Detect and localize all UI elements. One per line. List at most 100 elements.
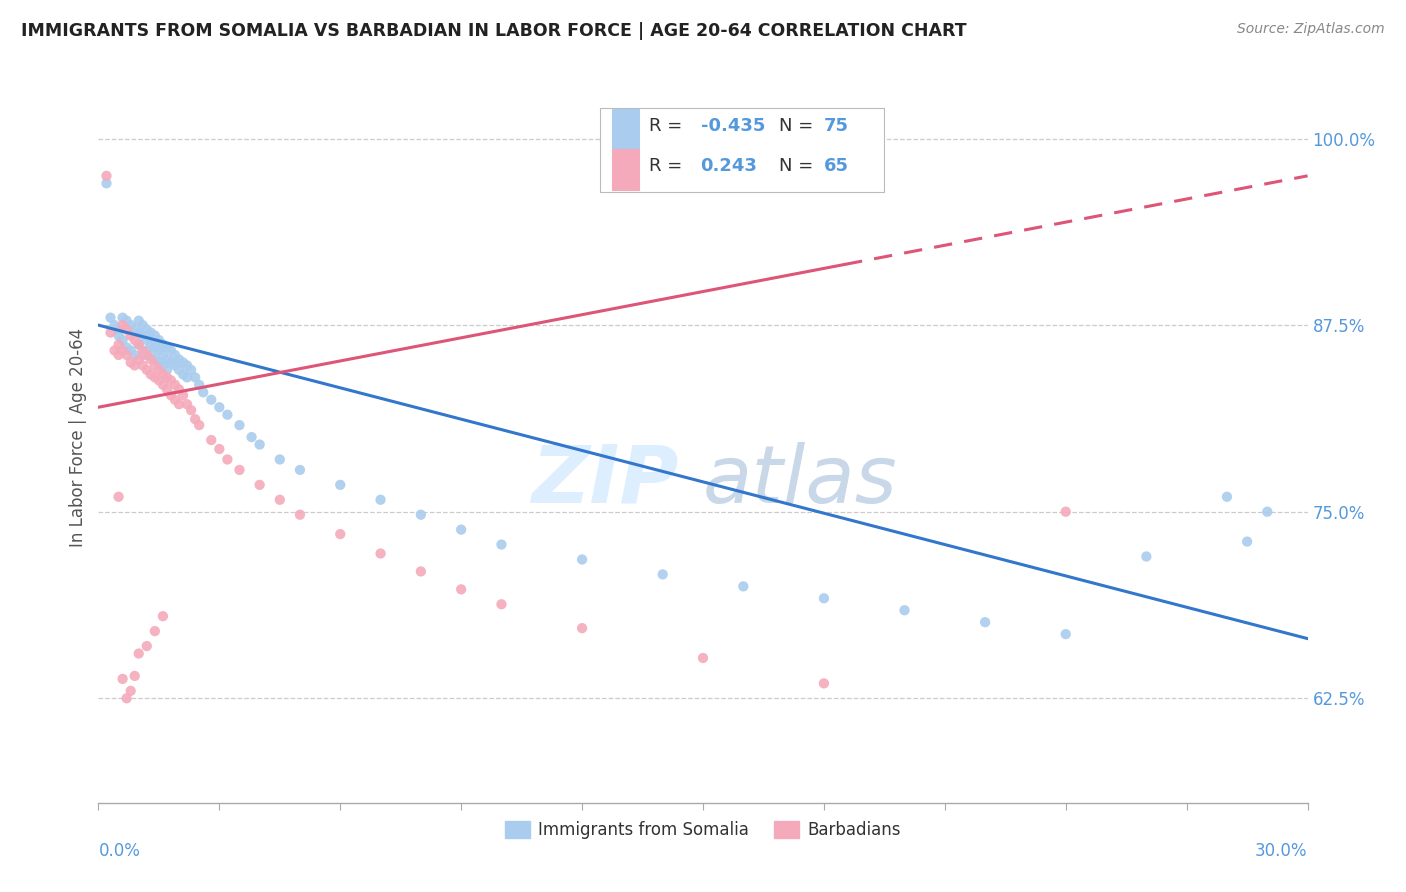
- Point: [288, 463, 311, 477]
- Point: [1216, 490, 1239, 504]
- Point: [107, 348, 129, 362]
- Point: [128, 337, 150, 351]
- Point: [103, 318, 125, 332]
- Point: [156, 352, 179, 367]
- Point: [124, 359, 146, 373]
- Point: [135, 363, 157, 377]
- Text: 65: 65: [824, 157, 849, 175]
- Point: [167, 363, 190, 377]
- Point: [120, 355, 142, 369]
- Point: [651, 567, 673, 582]
- Point: [96, 169, 118, 183]
- Point: [160, 343, 183, 358]
- Point: [111, 310, 134, 325]
- Point: [132, 328, 155, 343]
- Legend: Immigrants from Somalia, Barbadians: Immigrants from Somalia, Barbadians: [498, 814, 908, 846]
- Point: [228, 418, 250, 433]
- Point: [115, 341, 138, 355]
- Point: [143, 341, 166, 355]
- Text: -0.435: -0.435: [700, 117, 765, 135]
- Point: [156, 341, 179, 355]
- Point: [124, 348, 146, 362]
- Text: 0.243: 0.243: [700, 157, 758, 175]
- Point: [120, 683, 142, 698]
- Y-axis label: In Labor Force | Age 20-64: In Labor Force | Age 20-64: [69, 327, 87, 547]
- Point: [103, 343, 125, 358]
- Point: [176, 370, 198, 384]
- FancyBboxPatch shape: [613, 109, 638, 149]
- FancyBboxPatch shape: [613, 149, 638, 190]
- Point: [111, 343, 134, 358]
- Point: [148, 363, 170, 377]
- Point: [167, 382, 190, 396]
- Text: 75: 75: [824, 117, 849, 135]
- Point: [409, 508, 432, 522]
- Point: [139, 368, 162, 382]
- Point: [163, 348, 186, 362]
- Point: [491, 537, 513, 551]
- Point: [692, 651, 714, 665]
- Point: [152, 337, 174, 351]
- Point: [124, 669, 146, 683]
- Point: [152, 368, 174, 382]
- Point: [107, 337, 129, 351]
- Point: [135, 343, 157, 358]
- Point: [249, 437, 271, 451]
- Text: Source: ZipAtlas.com: Source: ZipAtlas.com: [1237, 22, 1385, 37]
- Text: 30.0%: 30.0%: [1256, 842, 1308, 860]
- Point: [107, 328, 129, 343]
- Point: [1236, 534, 1258, 549]
- Point: [96, 177, 118, 191]
- Point: [329, 478, 352, 492]
- Point: [269, 492, 291, 507]
- Point: [148, 333, 170, 347]
- Point: [143, 359, 166, 373]
- Point: [143, 352, 166, 367]
- Point: [152, 359, 174, 373]
- Point: [111, 333, 134, 347]
- Point: [217, 408, 239, 422]
- Point: [1135, 549, 1157, 564]
- Point: [132, 348, 155, 362]
- Point: [200, 433, 222, 447]
- Point: [152, 377, 174, 392]
- Point: [172, 368, 194, 382]
- Point: [370, 492, 392, 507]
- FancyBboxPatch shape: [600, 108, 884, 192]
- Text: IMMIGRANTS FROM SOMALIA VS BARBADIAN IN LABOR FORCE | AGE 20-64 CORRELATION CHAR: IMMIGRANTS FROM SOMALIA VS BARBADIAN IN …: [21, 22, 967, 40]
- Point: [135, 323, 157, 337]
- Point: [200, 392, 222, 407]
- Point: [172, 355, 194, 369]
- Text: ZIP: ZIP: [531, 442, 679, 520]
- Point: [160, 355, 183, 369]
- Point: [124, 333, 146, 347]
- Text: 0.0%: 0.0%: [98, 842, 141, 860]
- Point: [156, 370, 179, 384]
- Point: [124, 323, 146, 337]
- Point: [152, 348, 174, 362]
- Point: [193, 385, 215, 400]
- Point: [148, 355, 170, 369]
- Point: [143, 624, 166, 639]
- Point: [208, 442, 231, 456]
- Point: [188, 418, 211, 433]
- Point: [450, 523, 472, 537]
- Point: [240, 430, 263, 444]
- Point: [156, 363, 179, 377]
- Point: [172, 388, 194, 402]
- Point: [120, 328, 142, 343]
- Point: [167, 397, 190, 411]
- Point: [139, 348, 162, 362]
- Point: [184, 370, 207, 384]
- Point: [143, 328, 166, 343]
- Point: [120, 343, 142, 358]
- Text: N =: N =: [779, 157, 820, 175]
- Point: [180, 363, 202, 377]
- Point: [148, 343, 170, 358]
- Point: [288, 508, 311, 522]
- Point: [1054, 505, 1077, 519]
- Point: [571, 621, 593, 635]
- Point: [132, 359, 155, 373]
- Point: [893, 603, 915, 617]
- Point: [132, 318, 155, 332]
